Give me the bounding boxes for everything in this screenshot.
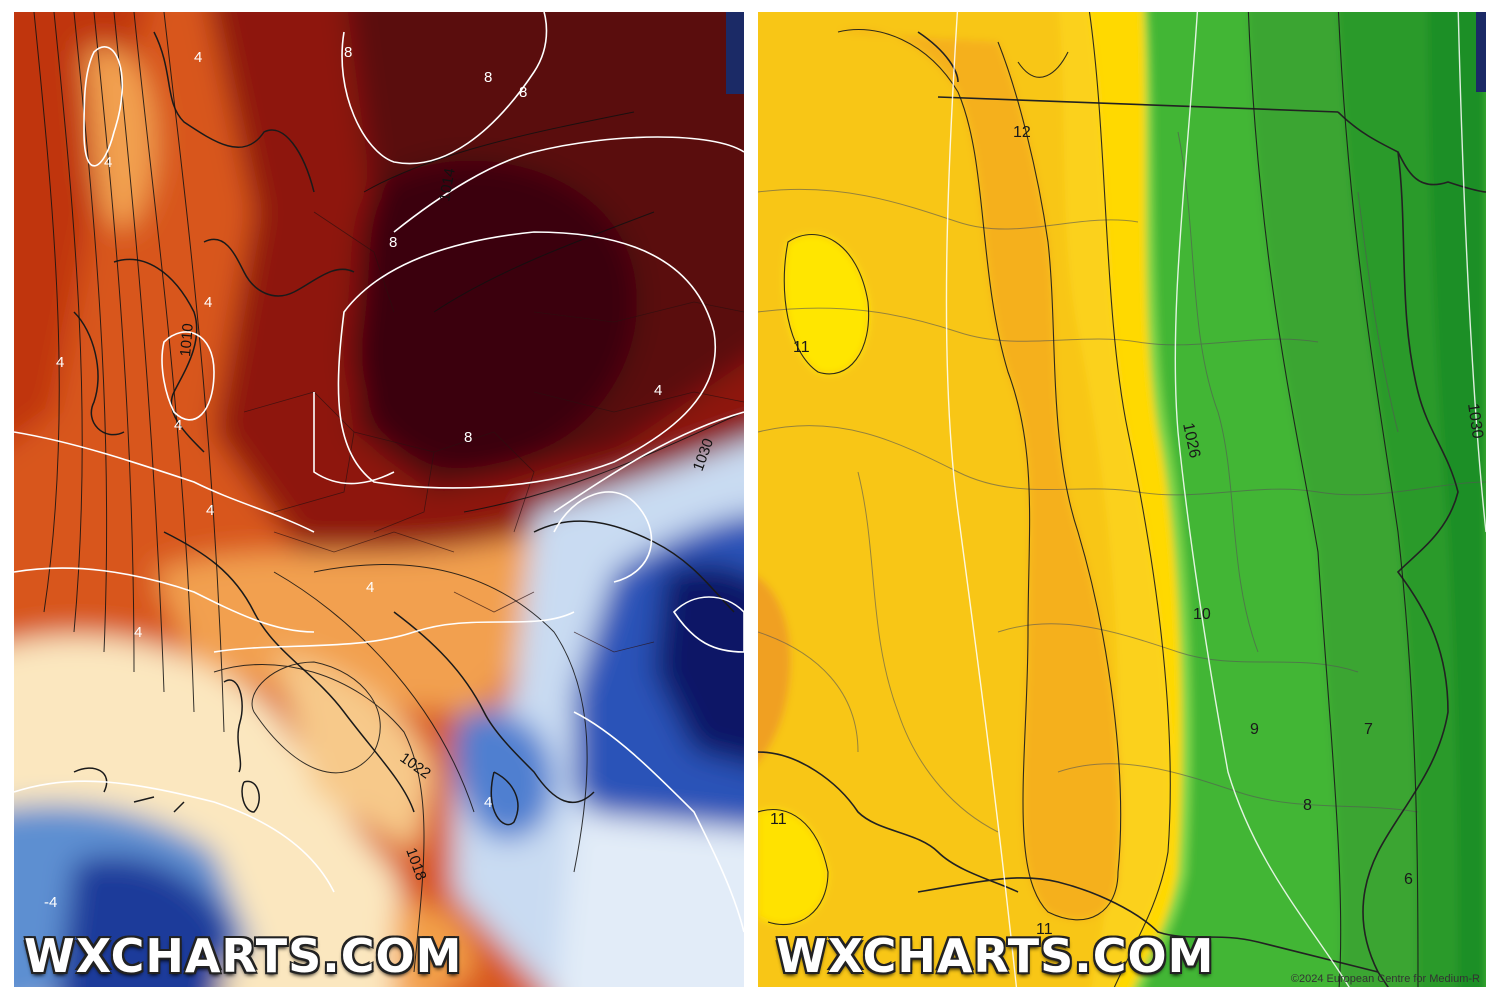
temperature-label: 6: [1404, 871, 1413, 888]
temperature-label: 4: [174, 417, 182, 434]
copyright-notice: ©2024 European Centre for Medium-R: [1290, 973, 1480, 985]
temperature-label: 11: [770, 811, 787, 828]
temperature-contours: [14, 12, 744, 933]
temperature-label: 8: [389, 234, 397, 251]
temperature-label: 4: [194, 49, 202, 66]
isobar-label: 1030: [1464, 402, 1486, 440]
isobar-label: 1010: [177, 323, 197, 358]
map-labels: 1030 1022 1018 1014 1010 8 8 8 8 8 4 4 4…: [44, 44, 717, 911]
isobars: [33, 12, 744, 973]
temperature-isolines: [758, 12, 1419, 987]
temperature-label: 4: [654, 382, 662, 399]
temperature-label: 7: [1364, 721, 1373, 738]
temperature-label: 4: [134, 624, 142, 641]
temperature-label: 9: [1250, 721, 1259, 738]
temperature-label: 11: [793, 339, 810, 356]
temperature-label: 4: [484, 794, 492, 811]
temperature-label: 4: [56, 354, 64, 371]
wxcharts-watermark: WXCHARTS.COM: [24, 929, 463, 983]
temperature-label: 4: [104, 154, 112, 171]
temperature-label: 8: [519, 84, 527, 101]
europe-temperature-map: 1030 1022 1018 1014 1010 8 8 8 8 8 4 4 4…: [14, 12, 744, 987]
region-borders: [758, 131, 1486, 833]
country-borders: [758, 31, 1486, 987]
isobars: [945, 12, 1486, 987]
temperature-label: 8: [464, 429, 472, 446]
temperature-label: 10: [1193, 606, 1211, 623]
isobar-label: 1014: [436, 167, 459, 203]
poland-map-canvas: 1026 1030 12 11 11 11 10 9 8 7 6: [758, 12, 1486, 987]
country-borders: [243, 211, 744, 653]
temperature-label: 8: [484, 69, 492, 86]
temperature-bands: [758, 12, 1486, 987]
temperature-label: 4: [206, 502, 214, 519]
legend-tab: [726, 12, 744, 94]
temperature-label: 12: [1013, 124, 1031, 141]
temperature-label: 8: [1303, 797, 1312, 814]
legend-tab: [1476, 12, 1486, 92]
temperature-label: 4: [204, 294, 212, 311]
coastlines: [73, 31, 735, 826]
wxcharts-watermark: WXCHARTS.COM: [776, 929, 1215, 983]
temperature-shading: [14, 12, 744, 987]
europe-map-canvas: 1030 1022 1018 1014 1010 8 8 8 8 8 4 4 4…: [14, 12, 744, 987]
temperature-label: 11: [1036, 921, 1053, 938]
temperature-label: -4: [44, 894, 57, 911]
temperature-label: 4: [366, 579, 374, 596]
temperature-label: 8: [344, 44, 352, 61]
poland-temperature-map: 1026 1030 12 11 11 11 10 9 8 7 6 WXCHART…: [758, 12, 1486, 987]
